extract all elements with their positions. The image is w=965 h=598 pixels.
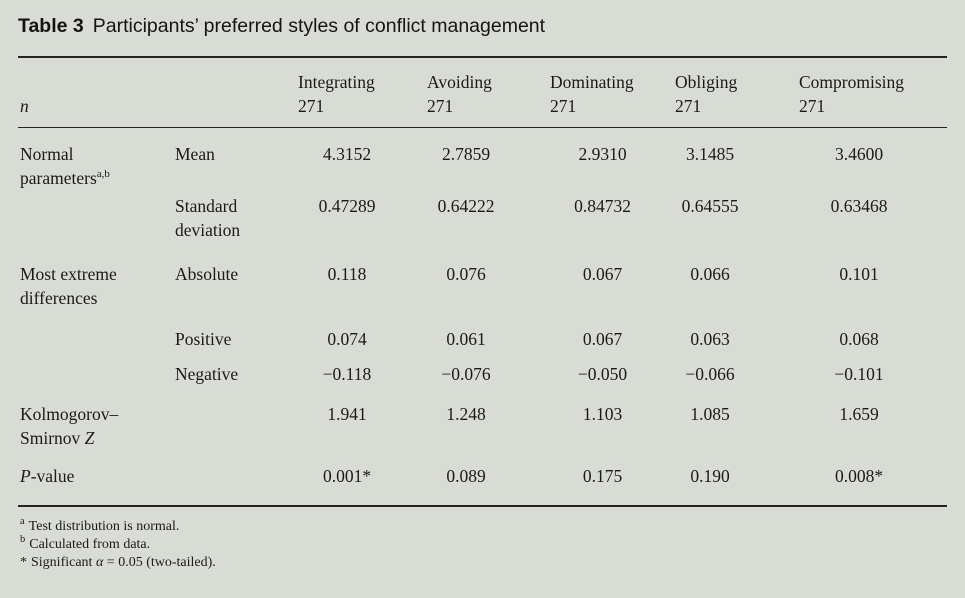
footnote-marker: * (20, 555, 27, 570)
column-header-compromising: Compromising 271 (799, 70, 949, 118)
value-cell: 1.248 (446, 404, 486, 424)
value-cell: −0.101 (834, 364, 884, 384)
label-italic: Z (84, 428, 95, 448)
label-text: Kolmogorov–Smirnov (20, 404, 119, 448)
label-italic-prefix: P (20, 466, 31, 486)
value-cell: 1.085 (690, 404, 730, 424)
table-row-standard-deviation: Standard deviation 0.47289 0.64222 0.847… (20, 194, 947, 242)
footnote-marker: a (20, 516, 25, 528)
column-n-value: 271 (298, 96, 325, 116)
row-group-label: Normal parametersa,b (20, 142, 175, 190)
value-cell: 0.118 (327, 264, 367, 284)
value-cell: −0.076 (441, 364, 491, 384)
value-cell: 0.190 (690, 466, 730, 486)
value-cell: 0.001* (322, 466, 372, 486)
value-cell: 0.076 (446, 264, 486, 284)
value-cell: 0.175 (582, 466, 623, 486)
table-footnotes: a Test distribution is normal. b Calculate… (18, 507, 947, 572)
footnote-significance: * Significant α = 0.05 (two-tailed). (20, 554, 947, 572)
table-row-kolmogorov-smirnov-z: Kolmogorov–Smirnov Z 1.941 1.248 1.103 1… (20, 402, 947, 450)
value-cell: 0.089 (446, 466, 486, 486)
column-n-value: 271 (799, 96, 826, 116)
value-cell: 3.1485 (685, 144, 735, 164)
value-cell: 0.074 (327, 329, 367, 349)
column-name: Dominating (550, 72, 634, 92)
footnote-a: a Test distribution is normal. (20, 516, 947, 536)
value-cell: 2.7859 (441, 144, 491, 164)
row-stat-label: Positive (175, 329, 232, 349)
header-n-cell: n (20, 70, 175, 118)
value-cell: −0.066 (685, 364, 735, 384)
footnote-marker: b (20, 534, 26, 546)
row-stat-label: Negative (175, 364, 239, 384)
column-header-avoiding: Avoiding 271 (427, 70, 550, 118)
column-name: Compromising (799, 72, 905, 92)
value-cell: 1.659 (839, 404, 879, 424)
n-label: n (20, 96, 29, 116)
column-name: Integrating (298, 72, 375, 92)
row-stat-label: Standard deviation (175, 196, 241, 240)
column-n-value: 271 (675, 96, 702, 116)
value-cell: 2.9310 (578, 144, 627, 164)
table-number: Table 3 (18, 15, 84, 37)
table-row-negative: Negative −0.118 −0.076 −0.050 −0.066 −0.… (20, 362, 947, 386)
value-cell: 0.008* (834, 466, 884, 486)
value-cell: −0.118 (322, 364, 372, 384)
column-name: Obliging (675, 72, 738, 92)
table-title-text: Participants’ preferred styles of confli… (92, 15, 546, 37)
value-cell: 3.4600 (834, 144, 884, 164)
row-group-label: Most extreme differences (20, 262, 175, 310)
column-n-value: 271 (550, 96, 577, 116)
value-cell: 4.3152 (322, 144, 372, 164)
row-group-label: Kolmogorov–Smirnov Z (20, 402, 175, 450)
value-cell: 0.067 (582, 329, 623, 349)
column-header-dominating: Dominating 271 (550, 70, 675, 118)
value-cell: 0.068 (839, 329, 879, 349)
value-cell: −0.050 (577, 364, 628, 384)
footnote-text: Calculated from data. (29, 537, 151, 552)
row-stat-label: Absolute (175, 264, 239, 284)
header-empty-cell (175, 70, 298, 118)
table-header-row: n Integrating 271 Avoiding 271 Dominatin… (18, 58, 947, 128)
alpha-symbol: α (95, 555, 104, 570)
column-header-integrating: Integrating 271 (298, 70, 427, 118)
value-cell: 0.063 (690, 329, 730, 349)
table-caption: Table 3 Participants’ preferred styles of… (18, 13, 545, 39)
footnote-text: Test distribution is normal. (28, 519, 180, 534)
label-text: -value (30, 466, 75, 486)
footnote-text: = 0.05 (two-tailed). (103, 555, 216, 570)
column-name: Avoiding (427, 72, 492, 92)
table-row-positive: Positive 0.074 0.061 0.067 0.063 0.068 (20, 327, 947, 351)
column-n-value: 271 (427, 96, 454, 116)
value-cell: 1.103 (582, 404, 623, 424)
value-cell: 0.061 (446, 329, 486, 349)
table-body: Normal parametersa,b Mean 4.3152 2.7859 … (18, 128, 947, 507)
footnote-text: Significant (31, 555, 96, 570)
value-cell: 1.941 (327, 404, 367, 424)
value-cell: 0.63468 (830, 196, 888, 216)
label-superscript: a,b (96, 168, 110, 181)
footnote-b: b Calculated from data. (20, 534, 947, 554)
row-stat-label: Mean (175, 144, 215, 164)
label-text: Normal parameters (20, 144, 97, 188)
header-spacer (20, 70, 175, 94)
value-cell: 0.101 (839, 264, 879, 284)
label-text: Most extreme differences (20, 264, 117, 308)
table-row-mean: Normal parametersa,b Mean 4.3152 2.7859 … (20, 142, 947, 190)
column-header-obliging: Obliging 271 (675, 70, 799, 118)
value-cell: 0.066 (690, 264, 730, 284)
table-row-absolute: Most extreme differences Absolute 0.118 … (20, 262, 947, 310)
table-row-p-value: P-value 0.001* 0.089 0.175 0.190 0.008* (20, 464, 947, 488)
value-cell: 0.64222 (437, 196, 495, 216)
value-cell: 0.64555 (681, 196, 739, 216)
statistics-table: n Integrating 271 Avoiding 271 Dominatin… (18, 56, 947, 572)
value-cell: 0.84732 (574, 196, 631, 216)
value-cell: 0.47289 (318, 196, 376, 216)
row-group-label: P-value (20, 464, 175, 488)
value-cell: 0.067 (582, 264, 623, 284)
